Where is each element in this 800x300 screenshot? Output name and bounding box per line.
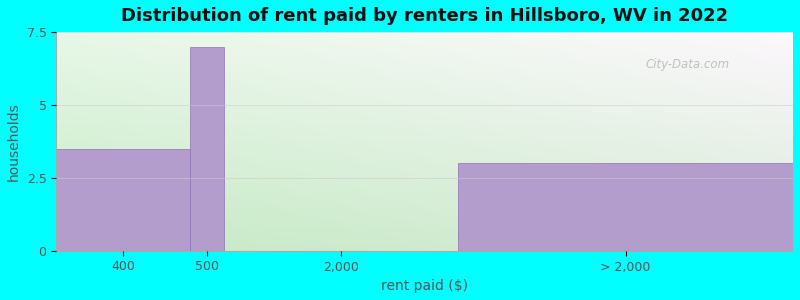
Bar: [190, 46, 224, 251]
Y-axis label: households: households: [7, 102, 21, 181]
Bar: [458, 163, 793, 251]
Text: City-Data.com: City-Data.com: [646, 58, 730, 71]
Bar: [56, 149, 190, 251]
X-axis label: rent paid ($): rent paid ($): [381, 279, 468, 293]
Title: Distribution of rent paid by renters in Hillsboro, WV in 2022: Distribution of rent paid by renters in …: [121, 7, 728, 25]
